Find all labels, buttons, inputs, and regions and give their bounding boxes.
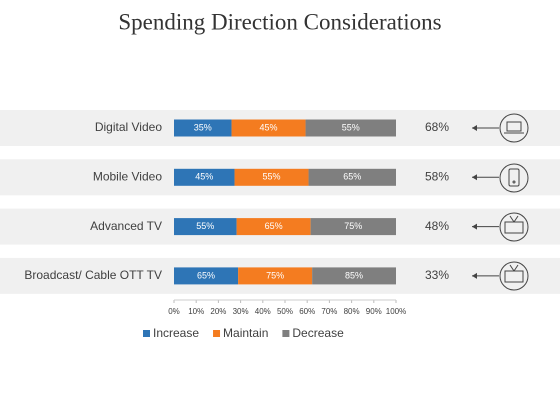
data-label: 45% bbox=[195, 172, 213, 182]
phone-icon bbox=[499, 163, 529, 193]
legend-label: Maintain bbox=[223, 326, 268, 340]
category-label: Broadcast/ Cable OTT TV bbox=[24, 268, 162, 282]
data-label: 55% bbox=[342, 122, 360, 132]
x-tick-label: 40% bbox=[255, 307, 271, 316]
data-label: 85% bbox=[345, 270, 363, 280]
x-tick-label: 70% bbox=[321, 307, 337, 316]
data-label: 55% bbox=[263, 172, 281, 182]
x-tick-label: 20% bbox=[210, 307, 226, 316]
side-label: 48% bbox=[425, 219, 449, 233]
arrow-head bbox=[472, 272, 477, 279]
arrow-head bbox=[472, 125, 477, 131]
bar-segment bbox=[238, 267, 313, 285]
bar-segment bbox=[236, 218, 311, 236]
bar-segment bbox=[234, 168, 309, 186]
x-tick-label: 60% bbox=[299, 307, 315, 316]
chart-title: Spending Direction Considerations bbox=[118, 9, 441, 34]
data-label: 75% bbox=[344, 221, 362, 231]
bar-segment bbox=[174, 267, 239, 285]
data-label: 65% bbox=[343, 172, 361, 182]
side-label: 33% bbox=[425, 268, 449, 282]
category-label: Advanced TV bbox=[90, 219, 162, 233]
data-label: 45% bbox=[260, 122, 278, 132]
x-tick-label: 10% bbox=[188, 307, 204, 316]
bar-segment bbox=[231, 119, 306, 137]
x-tick-label: 80% bbox=[344, 307, 360, 316]
category-label: Digital Video bbox=[95, 120, 162, 134]
side-label: 58% bbox=[425, 169, 449, 183]
arrow-head bbox=[472, 223, 477, 230]
data-label: 35% bbox=[194, 122, 212, 132]
x-tick-label: 50% bbox=[277, 307, 293, 316]
tv-icon bbox=[499, 212, 529, 242]
category-label: Mobile Video bbox=[93, 169, 162, 183]
bar-segment bbox=[308, 168, 396, 186]
x-tick-label: 0% bbox=[168, 307, 180, 316]
bar-segment bbox=[305, 119, 396, 137]
bar-segment bbox=[174, 119, 232, 137]
side-label: 68% bbox=[425, 120, 449, 134]
legend-swatch bbox=[282, 330, 290, 337]
legend-swatch bbox=[143, 330, 150, 337]
x-tick-label: 90% bbox=[366, 307, 382, 316]
data-label: 75% bbox=[266, 270, 284, 280]
laptop-icon bbox=[499, 113, 529, 143]
x-tick-label: 100% bbox=[386, 307, 406, 316]
data-label: 65% bbox=[197, 270, 215, 280]
x-tick-label: 30% bbox=[233, 307, 249, 316]
legend-label: Increase bbox=[153, 326, 199, 340]
legend-swatch bbox=[213, 330, 221, 337]
bar-segment bbox=[312, 267, 396, 285]
legend-label: Decrease bbox=[292, 326, 344, 340]
tv-icon bbox=[499, 261, 529, 291]
data-label: 65% bbox=[265, 221, 283, 231]
data-label: 55% bbox=[196, 221, 214, 231]
icons bbox=[499, 113, 529, 291]
bar-segment bbox=[174, 218, 237, 236]
bar-segment bbox=[174, 168, 235, 186]
bar-segment bbox=[310, 218, 396, 236]
arrow-head bbox=[472, 174, 477, 181]
